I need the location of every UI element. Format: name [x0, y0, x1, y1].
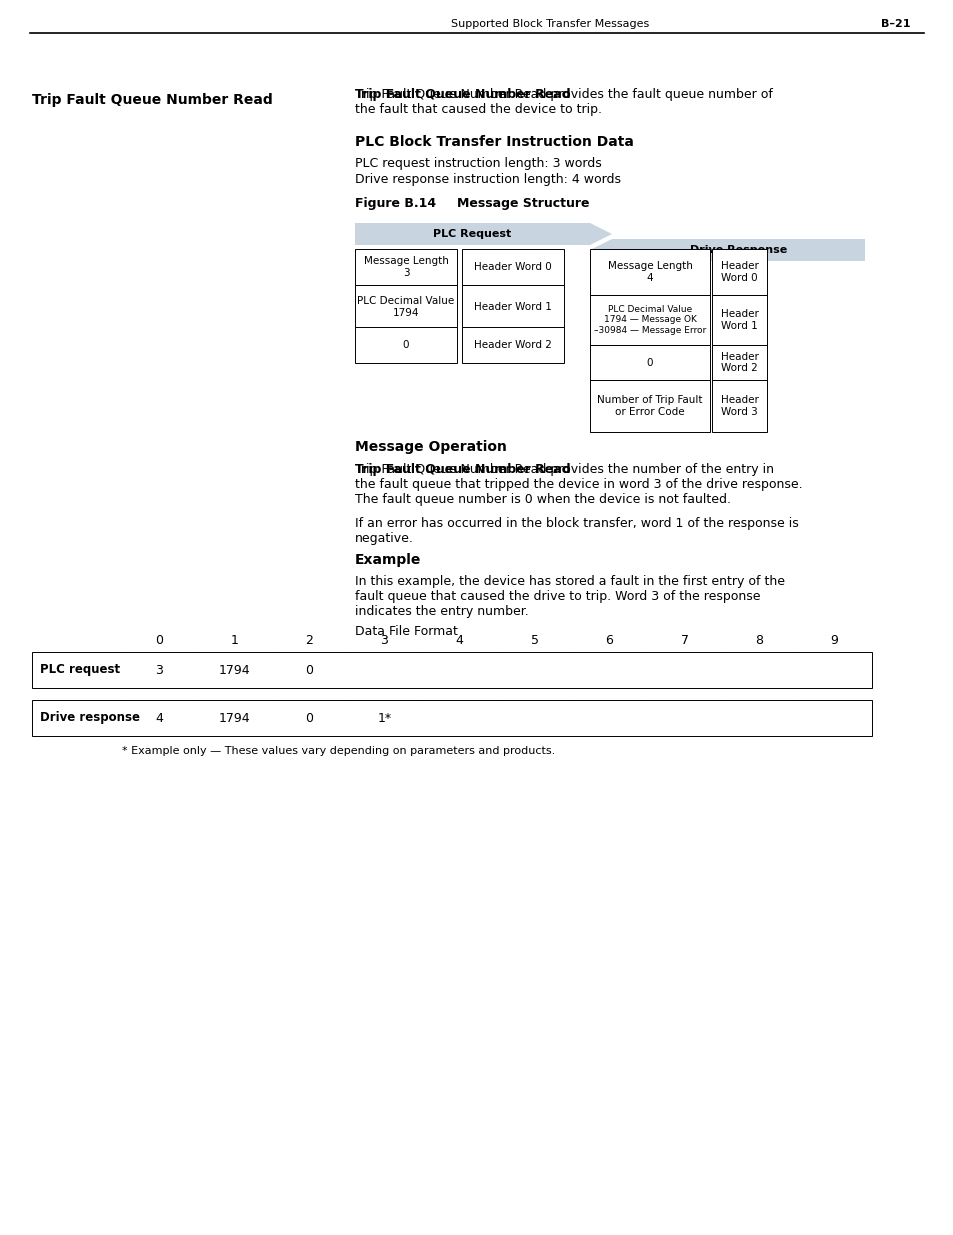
- Text: Drive Response: Drive Response: [689, 245, 786, 254]
- Text: Data File Format: Data File Format: [355, 625, 457, 638]
- Bar: [711, 380, 766, 432]
- Text: * Example only — These values vary depending on parameters and products.: * Example only — These values vary depen…: [122, 746, 555, 756]
- Text: Header
Word 3: Header Word 3: [720, 395, 758, 416]
- Bar: [461, 249, 563, 285]
- Text: 1794: 1794: [218, 663, 250, 677]
- Text: 0: 0: [646, 357, 653, 368]
- Text: 2: 2: [305, 634, 314, 647]
- Text: 0: 0: [402, 340, 409, 350]
- Text: Trip Fault Queue Number Read provides the number of the entry in
the fault queue: Trip Fault Queue Number Read provides th…: [355, 463, 801, 506]
- Bar: [711, 295, 766, 345]
- Text: Message Length
3: Message Length 3: [363, 256, 448, 278]
- Text: 1794: 1794: [218, 711, 250, 725]
- Polygon shape: [355, 224, 612, 245]
- Text: Message Operation: Message Operation: [355, 440, 506, 454]
- Text: Drive response: Drive response: [40, 711, 140, 725]
- Text: B–21: B–21: [880, 19, 909, 28]
- Text: PLC Decimal Value
1794 — Message OK
–30984 — Message Error: PLC Decimal Value 1794 — Message OK –309…: [594, 305, 705, 335]
- Bar: [711, 345, 766, 380]
- Text: 1*: 1*: [377, 711, 391, 725]
- Text: 7: 7: [679, 634, 688, 647]
- Text: 5: 5: [530, 634, 537, 647]
- Bar: [461, 285, 563, 329]
- Text: 3: 3: [155, 663, 163, 677]
- Text: Number of Trip Fault
or Error Code: Number of Trip Fault or Error Code: [597, 395, 702, 416]
- Text: 1: 1: [231, 634, 238, 647]
- Text: Header Word 0: Header Word 0: [474, 262, 551, 272]
- Text: Figure B.14: Figure B.14: [355, 198, 436, 210]
- Text: Header
Word 2: Header Word 2: [720, 352, 758, 373]
- Bar: [589, 345, 709, 380]
- Text: 3: 3: [380, 634, 388, 647]
- Text: Trip Fault Queue Number Read: Trip Fault Queue Number Read: [355, 463, 570, 475]
- Bar: [355, 285, 456, 329]
- Text: Trip Fault Queue Number Read: Trip Fault Queue Number Read: [355, 88, 570, 101]
- Bar: [711, 249, 766, 295]
- Text: Example: Example: [355, 553, 421, 567]
- Text: 6: 6: [605, 634, 613, 647]
- Text: Header Word 1: Header Word 1: [474, 303, 552, 312]
- Text: PLC Request: PLC Request: [433, 228, 511, 240]
- Bar: [589, 249, 709, 295]
- Text: 0: 0: [305, 663, 314, 677]
- Bar: [589, 380, 709, 432]
- Text: Trip Fault Queue Number Read: Trip Fault Queue Number Read: [32, 93, 273, 107]
- Text: 4: 4: [155, 711, 163, 725]
- Text: Trip Fault Queue Number Read provides the fault queue number of
the fault that c: Trip Fault Queue Number Read provides th…: [355, 88, 772, 116]
- Text: Header
Word 1: Header Word 1: [720, 309, 758, 331]
- Text: Drive response instruction length: 4 words: Drive response instruction length: 4 wor…: [355, 173, 620, 186]
- Bar: [355, 249, 456, 285]
- Text: Message Structure: Message Structure: [456, 198, 589, 210]
- Polygon shape: [589, 240, 864, 261]
- Bar: [32, 700, 871, 736]
- Text: Header
Word 0: Header Word 0: [720, 261, 758, 283]
- Text: Header Word 2: Header Word 2: [474, 340, 552, 350]
- Bar: [589, 295, 709, 345]
- Text: 9: 9: [830, 634, 838, 647]
- Text: PLC Decimal Value
1794: PLC Decimal Value 1794: [357, 296, 455, 317]
- Text: 0: 0: [155, 634, 163, 647]
- Bar: [461, 327, 563, 363]
- Text: Supported Block Transfer Messages: Supported Block Transfer Messages: [451, 19, 648, 28]
- Bar: [32, 652, 871, 688]
- Text: 8: 8: [755, 634, 762, 647]
- Text: In this example, the device has stored a fault in the first entry of the
fault q: In this example, the device has stored a…: [355, 576, 784, 618]
- Text: 4: 4: [456, 634, 463, 647]
- Text: 0: 0: [305, 711, 314, 725]
- Text: Message Length
4: Message Length 4: [607, 261, 692, 283]
- Text: If an error has occurred in the block transfer, word 1 of the response is
negati: If an error has occurred in the block tr…: [355, 517, 798, 545]
- Text: PLC request: PLC request: [40, 663, 120, 677]
- Bar: [355, 327, 456, 363]
- Text: PLC request instruction length: 3 words: PLC request instruction length: 3 words: [355, 157, 601, 170]
- Text: PLC Block Transfer Instruction Data: PLC Block Transfer Instruction Data: [355, 135, 633, 149]
